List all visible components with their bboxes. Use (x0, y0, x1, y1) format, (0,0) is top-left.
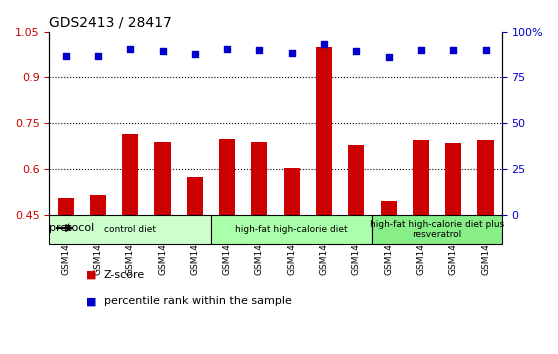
Bar (57, 198, 74, 353)
Point (352, 48, 361, 54)
Point (190, 52, 199, 57)
Point (416, 47, 425, 53)
Text: control diet: control diet (104, 225, 156, 234)
Point (449, 47, 458, 53)
FancyBboxPatch shape (211, 215, 372, 244)
Bar (316, 47, 332, 353)
Text: high-fat high-calorie diet: high-fat high-calorie diet (235, 225, 348, 234)
Point (61, 53, 70, 59)
FancyBboxPatch shape (50, 215, 211, 244)
Bar (155, 142, 171, 353)
Bar (413, 140, 429, 353)
Point (255, 47, 264, 53)
Point (223, 46, 232, 52)
Point (158, 48, 167, 54)
Point (384, 55, 393, 60)
Text: Z-score: Z-score (104, 270, 145, 280)
Text: GDS2413 / 28417: GDS2413 / 28417 (50, 15, 172, 29)
Bar (219, 138, 235, 353)
Bar (478, 140, 494, 353)
Point (126, 46, 134, 52)
Point (481, 47, 490, 53)
Bar (348, 145, 364, 353)
FancyBboxPatch shape (372, 215, 502, 244)
Point (93, 53, 102, 59)
Bar (251, 142, 267, 353)
Bar (122, 134, 138, 353)
Bar (90, 195, 106, 353)
Point (287, 50, 296, 56)
Bar (283, 167, 300, 353)
Bar (187, 177, 203, 353)
Bar (381, 201, 397, 353)
Text: percentile rank within the sample: percentile rank within the sample (104, 296, 292, 306)
Point (320, 41, 329, 47)
Bar (445, 143, 461, 353)
Text: high-fat high-calorie diet plus
resveratrol: high-fat high-calorie diet plus resverat… (370, 220, 504, 239)
Text: protocol: protocol (50, 223, 95, 233)
Text: ■: ■ (85, 270, 96, 280)
Text: ■: ■ (85, 296, 96, 306)
